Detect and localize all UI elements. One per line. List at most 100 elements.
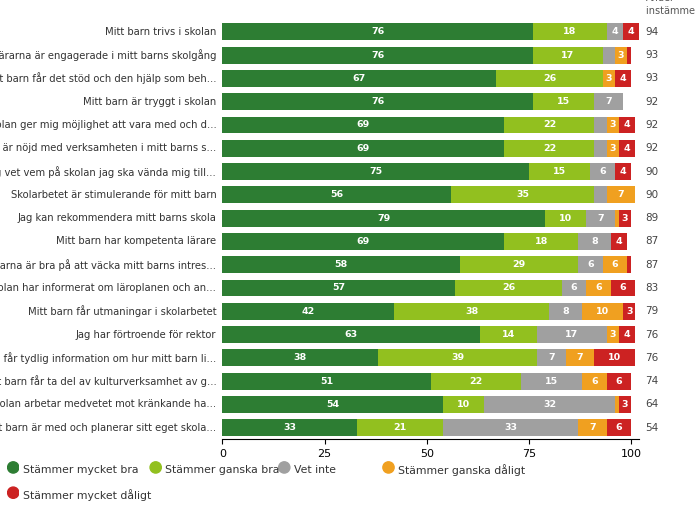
Text: Vet inte: Vet inte xyxy=(294,465,336,475)
Text: Jag har förtroende för rektor: Jag har förtroende för rektor xyxy=(76,330,216,339)
Text: 92: 92 xyxy=(646,96,659,107)
Text: 75: 75 xyxy=(369,167,382,176)
Text: 22: 22 xyxy=(543,144,556,153)
Bar xyxy=(594,93,623,110)
Text: Jag kan rekommendera mitt barns skola: Jag kan rekommendera mitt barns skola xyxy=(17,213,216,223)
Text: 87: 87 xyxy=(646,260,659,270)
Bar xyxy=(619,326,635,343)
Bar xyxy=(582,373,607,389)
Text: 3: 3 xyxy=(622,214,628,223)
Bar xyxy=(222,163,529,180)
Text: 10: 10 xyxy=(596,307,610,316)
Bar xyxy=(222,396,443,413)
Text: Jag är nöjd med verksamheten i mitt barns s...: Jag är nöjd med verksamheten i mitt barn… xyxy=(0,143,216,154)
Text: 18: 18 xyxy=(534,237,548,246)
Text: 4: 4 xyxy=(616,237,622,246)
Text: Lärarna är bra på att väcka mitt barns intres...: Lärarna är bra på att väcka mitt barns i… xyxy=(0,259,216,271)
Text: 33: 33 xyxy=(504,423,517,432)
Circle shape xyxy=(8,487,19,498)
Bar xyxy=(627,257,631,273)
Bar xyxy=(578,233,611,250)
Text: 79: 79 xyxy=(377,214,391,223)
Text: Mitt barn trivs i skolan: Mitt barn trivs i skolan xyxy=(105,27,216,37)
Text: 4: 4 xyxy=(620,74,626,83)
Bar xyxy=(607,326,619,343)
Circle shape xyxy=(383,462,394,473)
Bar xyxy=(615,70,631,87)
Text: 3: 3 xyxy=(610,121,616,129)
Text: 4: 4 xyxy=(624,121,630,129)
Text: 6: 6 xyxy=(616,423,622,432)
Bar xyxy=(459,257,578,273)
Bar xyxy=(537,349,566,366)
Bar xyxy=(607,117,619,133)
Bar xyxy=(537,326,607,343)
Bar xyxy=(222,70,496,87)
Bar xyxy=(533,93,594,110)
Text: 54: 54 xyxy=(646,423,659,433)
Bar xyxy=(623,23,639,40)
Bar xyxy=(562,280,587,296)
Bar xyxy=(619,396,631,413)
Bar xyxy=(619,140,635,157)
Text: 4: 4 xyxy=(628,27,635,36)
Text: 8: 8 xyxy=(591,237,598,246)
Text: Stämmer ganska dåligt: Stämmer ganska dåligt xyxy=(398,464,525,476)
Text: Stämmer mycket bra: Stämmer mycket bra xyxy=(23,465,138,475)
Bar xyxy=(619,117,635,133)
Bar xyxy=(603,257,627,273)
Text: 6: 6 xyxy=(599,167,606,176)
Text: Jag får tydlig information om hur mitt barn li...: Jag får tydlig information om hur mitt b… xyxy=(0,352,216,364)
Bar xyxy=(578,419,607,436)
Text: 3: 3 xyxy=(626,307,632,316)
Text: 76: 76 xyxy=(646,330,659,339)
Text: 93: 93 xyxy=(646,50,659,60)
Bar xyxy=(607,373,631,389)
Text: 58: 58 xyxy=(334,260,348,269)
Bar xyxy=(619,210,631,227)
Text: 90: 90 xyxy=(646,167,659,177)
Bar xyxy=(451,186,594,203)
Bar xyxy=(222,186,451,203)
Bar xyxy=(431,373,521,389)
Text: Lärarna är engagerade i mitt barns skolgång: Lärarna är engagerade i mitt barns skolg… xyxy=(0,49,216,61)
Text: 3: 3 xyxy=(605,74,612,83)
Text: 57: 57 xyxy=(332,283,345,292)
Text: 6: 6 xyxy=(620,283,626,292)
Text: 29: 29 xyxy=(512,260,525,269)
Bar xyxy=(607,419,631,436)
Text: Skolan har informerat om läroplanen och an...: Skolan har informerat om läroplanen och … xyxy=(0,283,216,293)
Text: Andel
instämmer (%): Andel instämmer (%) xyxy=(646,0,695,16)
Bar xyxy=(594,186,607,203)
Text: 74: 74 xyxy=(646,376,659,386)
Text: 6: 6 xyxy=(595,283,602,292)
Text: 38: 38 xyxy=(293,354,306,363)
Bar xyxy=(627,47,631,64)
Bar xyxy=(587,210,615,227)
Text: 76: 76 xyxy=(371,50,384,60)
Text: 22: 22 xyxy=(543,121,556,129)
Bar xyxy=(222,373,431,389)
Text: Stämmer ganska bra: Stämmer ganska bra xyxy=(165,465,280,475)
Text: 17: 17 xyxy=(562,50,575,60)
Bar xyxy=(505,233,578,250)
Bar xyxy=(587,280,611,296)
Text: 7: 7 xyxy=(597,214,604,223)
Text: 94: 94 xyxy=(646,27,659,37)
Bar xyxy=(222,419,357,436)
Bar xyxy=(594,349,635,366)
Bar xyxy=(443,419,578,436)
Bar xyxy=(594,117,607,133)
Bar xyxy=(550,303,582,320)
Text: 4: 4 xyxy=(624,330,630,339)
Text: 76: 76 xyxy=(371,97,384,106)
Text: 22: 22 xyxy=(469,377,482,386)
Bar xyxy=(623,303,635,320)
Text: 93: 93 xyxy=(646,73,659,83)
Text: 76: 76 xyxy=(646,353,659,363)
Text: 10: 10 xyxy=(608,354,621,363)
Text: 6: 6 xyxy=(591,377,598,386)
Bar xyxy=(615,47,627,64)
Bar xyxy=(615,396,619,413)
Text: 7: 7 xyxy=(548,354,555,363)
